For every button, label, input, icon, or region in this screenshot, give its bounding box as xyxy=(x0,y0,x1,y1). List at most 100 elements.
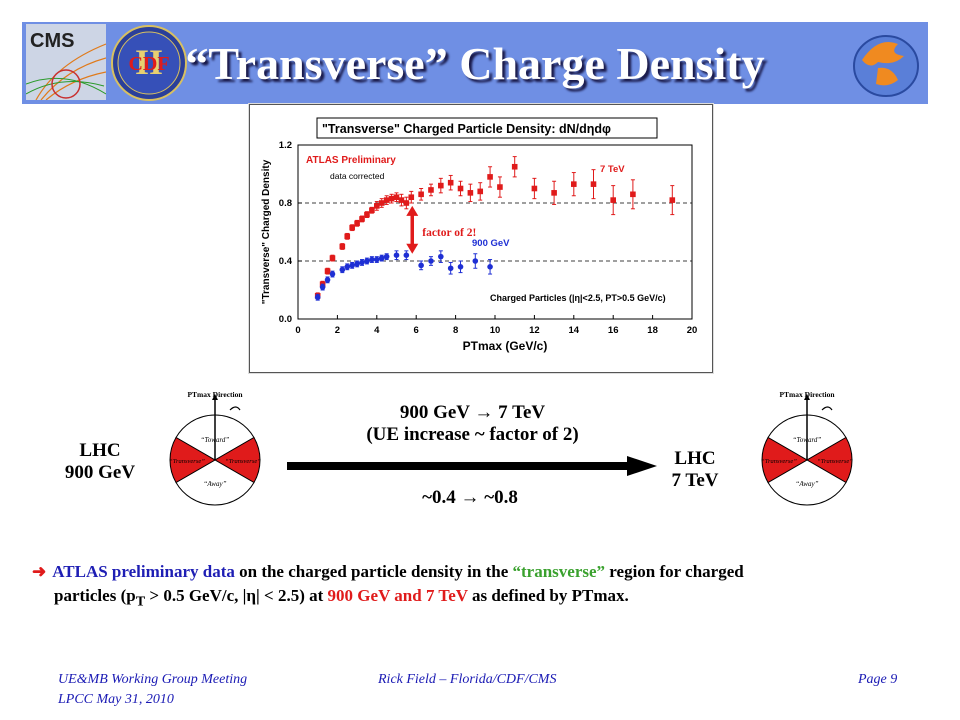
chart-title: "Transverse" Charged Particle Density: d… xyxy=(322,122,611,136)
data-point-1-12 xyxy=(378,255,385,261)
data-point-0-13 xyxy=(383,197,390,203)
data-point-1-11 xyxy=(374,256,380,263)
cdf-logo-text: CDF xyxy=(128,53,169,75)
left-lhc-line2: 900 GeV xyxy=(64,462,136,483)
y-tick-label-0: 0.0 xyxy=(279,314,292,325)
pie-transverse-left-wedge-1 xyxy=(761,436,808,484)
data-point-0-25 xyxy=(477,188,484,195)
pie-direction-arrow-0 xyxy=(212,394,218,400)
data-point-1-3 xyxy=(329,271,336,277)
x-tick-label-20: 20 xyxy=(687,325,698,336)
bullet-line2: particles (pT > 0.5 GeV/c, |η| < 2.5) at… xyxy=(32,584,932,613)
x-tick-label-12: 12 xyxy=(529,325,540,336)
footer-date: LPCC May 31, 2010 xyxy=(58,692,174,707)
data-corrected-label: data corrected xyxy=(330,171,385,181)
data-point-0-11 xyxy=(374,203,380,209)
x-tick-label-8: 8 xyxy=(453,325,458,336)
bullet-line2b: > 0.5 GeV/c, |η| < 2.5) at xyxy=(145,586,328,605)
data-point-0-24 xyxy=(467,190,474,196)
y-axis-label: "Transverse" Charged Density xyxy=(261,159,272,304)
data-point-0-35 xyxy=(669,197,676,203)
data-point-1-8 xyxy=(359,259,365,266)
data-point-1-15 xyxy=(403,252,410,258)
bullet-part4: region for charged xyxy=(605,562,744,581)
factor-arrow-head-down xyxy=(406,243,419,254)
data-point-0-23 xyxy=(457,185,464,192)
cuts-label: Charged Particles (|η|<2.5, PT>0.5 GeV/c… xyxy=(490,293,666,303)
data-point-1-22 xyxy=(487,264,493,270)
footer-page: Page 9 xyxy=(858,672,898,687)
data-point-0-15 xyxy=(393,194,400,200)
data-point-1-7 xyxy=(354,261,360,267)
pie-away-label-0: “Away” xyxy=(204,480,227,488)
data-point-0-29 xyxy=(531,185,538,192)
data-point-1-13 xyxy=(383,253,390,260)
x-tick-label-18: 18 xyxy=(647,325,658,336)
series-900gev-label: 900 GeV xyxy=(472,238,510,249)
pie-transverse-right-wedge-1 xyxy=(806,436,853,484)
data-point-0-20 xyxy=(428,187,434,193)
x-tick-label-14: 14 xyxy=(569,325,580,336)
data-point-1-1 xyxy=(319,284,326,290)
data-point-0-33 xyxy=(610,197,616,203)
pie-toward-label-1: “Toward” xyxy=(793,436,822,444)
x-tick-label-16: 16 xyxy=(608,325,619,336)
energy-change-label: 900 GeV → 7 TeV (UE increase ~ factor of… xyxy=(300,402,645,446)
data-point-0-6 xyxy=(349,224,355,231)
bullet-text: ➜ ATLAS preliminary data on the charged p… xyxy=(32,560,932,613)
florida-logo xyxy=(848,26,924,100)
density-change-label: ~0.4 → ~0.8 xyxy=(422,487,518,508)
pie-graphic-right: PTmax Direction “Toward” “Transverse” “Tran… xyxy=(761,390,853,506)
data-point-0-30 xyxy=(551,190,557,196)
data-point-0-10 xyxy=(369,207,375,214)
pie-transverse-left-label-1: “Transverse” xyxy=(761,458,797,465)
left-lhc-label: LHC 900 GeV xyxy=(50,440,150,484)
bullet-arrow-icon: ➜ xyxy=(32,562,47,581)
chart-title-box xyxy=(316,117,658,139)
title-banner: CMS II CDF “Transverse” Charge Density xyxy=(22,22,928,104)
cdf-logo: II CDF xyxy=(110,24,188,102)
bullet-line2f: as defined by PTmax. xyxy=(467,586,629,605)
data-point-0-28 xyxy=(511,163,518,170)
bullet-part2: on the charged particle density in the xyxy=(234,562,513,581)
factor-of-2-label: factor of 2! xyxy=(422,227,476,239)
data-point-1-21 xyxy=(472,258,479,264)
x-tick-label-10: 10 xyxy=(490,325,501,336)
data-point-0-8 xyxy=(359,216,365,222)
left-lhc-line1: LHC xyxy=(79,440,121,461)
pie-away-label-1: “Away” xyxy=(796,480,819,488)
pie-away-wedge-1 xyxy=(767,459,847,506)
pie-rotation-arrow-0 xyxy=(229,406,241,411)
data-point-0-9 xyxy=(364,211,370,218)
pie-transverse-left-wedge-0 xyxy=(169,436,216,484)
data-point-0-17 xyxy=(403,200,410,206)
pie-direction-label-0: PTmax Direction xyxy=(187,390,243,399)
data-point-0-7 xyxy=(354,220,360,227)
data-point-1-17 xyxy=(428,258,434,264)
pie-graphic-left: PTmax Direction “Toward” “Transverse” “Tran… xyxy=(169,390,261,506)
cms-logo-graphic xyxy=(26,24,106,100)
bullet-atlas: ATLAS preliminary data xyxy=(52,562,235,581)
x-axis-label: PTmax (GeV/c) xyxy=(463,339,548,353)
data-point-0-21 xyxy=(438,182,444,189)
data-point-0-16 xyxy=(398,197,405,203)
x-tick-label-2: 2 xyxy=(335,325,340,336)
data-point-1-16 xyxy=(418,262,424,269)
atlas-preliminary-label: ATLAS Preliminary xyxy=(306,155,396,166)
pie-diagram-right: PTmax Direction “Toward” “Transverse” “Tran… xyxy=(752,388,862,518)
footer-author: Rick Field – Florida/CDF/CMS xyxy=(378,672,557,687)
data-point-1-2 xyxy=(324,277,331,283)
data-point-0-14 xyxy=(388,195,395,202)
data-point-0-2 xyxy=(324,268,331,274)
data-point-1-18 xyxy=(438,253,444,260)
data-point-1-20 xyxy=(457,264,464,270)
energy-change-line1: 900 GeV → 7 TeV xyxy=(399,402,546,423)
energy-arrow-icon xyxy=(287,456,657,476)
y-tick-label-0.4: 0.4 xyxy=(279,256,293,267)
bullet-line2-sub: T xyxy=(135,593,146,610)
cdf-logo-numeral: II xyxy=(135,42,163,82)
series-7tev-label: 7 TeV xyxy=(600,164,625,175)
data-point-0-27 xyxy=(497,184,503,190)
data-point-0-12 xyxy=(378,200,385,206)
footer-meeting: UE&MB Working Group Meeting xyxy=(58,672,248,687)
